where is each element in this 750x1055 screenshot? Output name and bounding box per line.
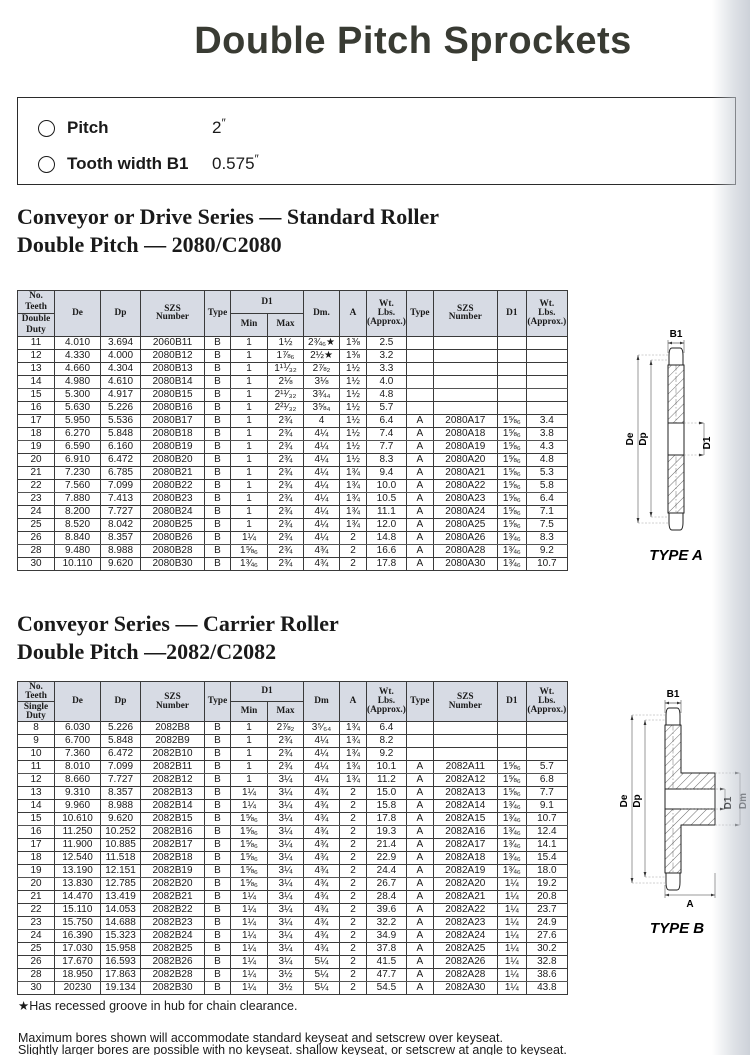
svg-text:Dp: Dp [638, 432, 649, 445]
svg-text:Dm: Dm [738, 793, 747, 809]
svg-text:Dp: Dp [632, 794, 643, 807]
svg-text:D1: D1 [702, 436, 713, 449]
svg-text:B1: B1 [667, 689, 680, 700]
svg-text:De: De [625, 432, 636, 445]
svg-text:TYPE B: TYPE B [650, 920, 704, 937]
svg-text:De: De [619, 794, 630, 807]
svg-text:A: A [686, 899, 693, 910]
svg-text:TYPE A: TYPE A [649, 547, 703, 564]
svg-text:D1: D1 [723, 796, 734, 809]
svg-text:B1: B1 [670, 329, 683, 340]
